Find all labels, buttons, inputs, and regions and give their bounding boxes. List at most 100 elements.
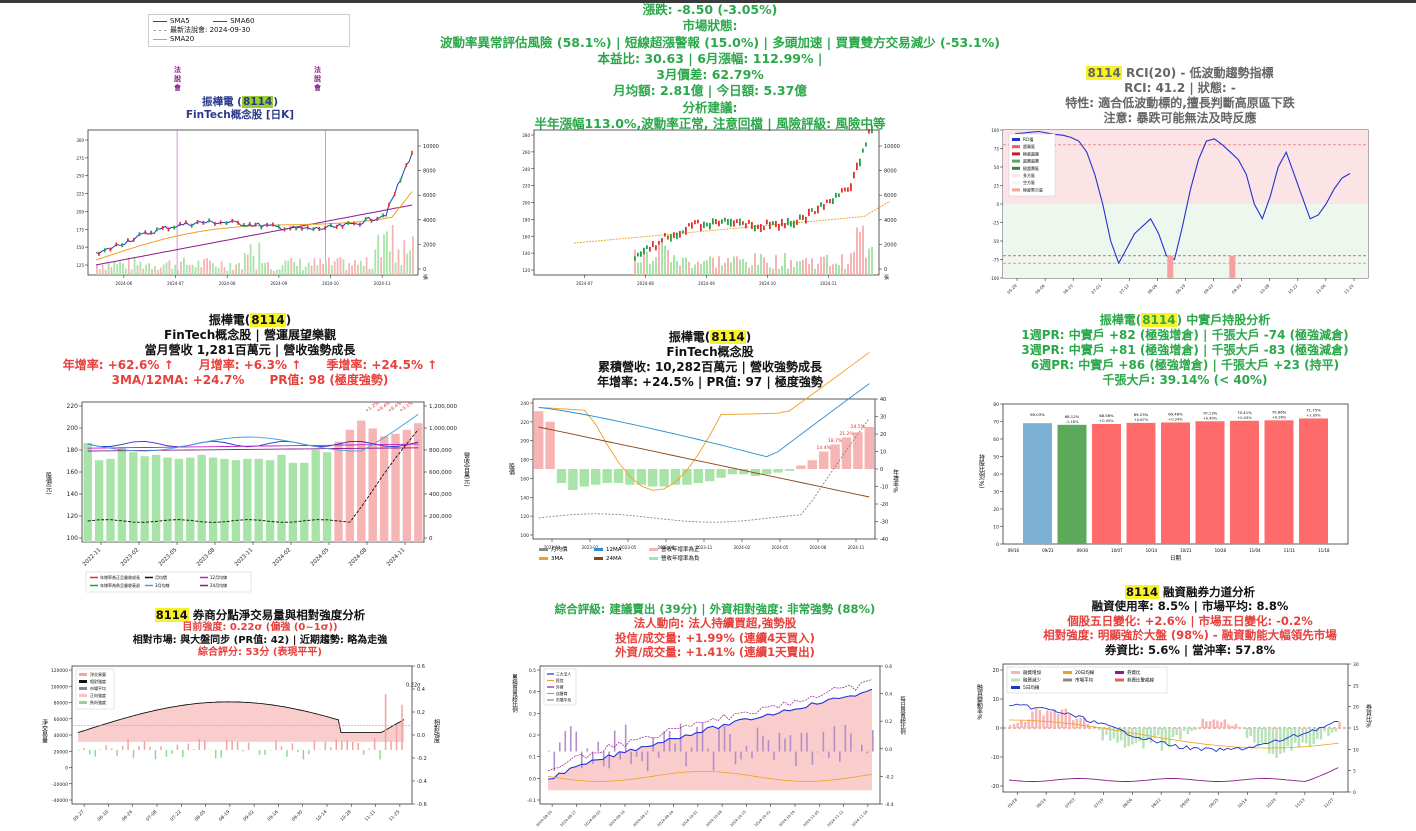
margin-change-bar	[1208, 721, 1212, 728]
price2-volume-bar	[817, 263, 819, 275]
margin-change-bar	[1264, 728, 1267, 745]
broker-volume-bar	[143, 741, 146, 750]
price2-candle	[640, 251, 642, 257]
margin-xtick-label: 07/03	[1064, 797, 1076, 809]
price2-ytick-label: 260	[522, 150, 530, 155]
price2-volume-bar	[787, 268, 789, 275]
rev-bar	[379, 436, 389, 542]
broker-volume-bar	[149, 746, 151, 750]
rci-code: 8114	[1086, 66, 1122, 80]
cum-r-ytick-r-label: -30	[880, 520, 888, 526]
cum-24ma-line	[538, 426, 870, 498]
cum-yoy-bar	[602, 469, 612, 483]
broker-xtick-label: 11-25	[388, 809, 402, 823]
price-volume-bar	[119, 261, 121, 275]
hold-xtick-label: 10/28	[1215, 548, 1227, 553]
rci-legend-label: RCI值	[1023, 136, 1034, 142]
price2-candle	[835, 192, 837, 198]
broker-volume-bar	[319, 749, 321, 750]
broker-volume-bar	[94, 749, 96, 757]
price2-candle	[868, 128, 870, 134]
inst-daily-bar	[811, 751, 814, 765]
broker-volume-bar	[160, 746, 162, 750]
price2-candle	[712, 218, 714, 225]
rev-bar	[402, 429, 412, 542]
rci-xtick-label: 05-28	[1006, 283, 1018, 295]
price2-volume-bar	[763, 257, 765, 275]
cum-legend-label: 營收年增率為正	[661, 545, 700, 553]
broker-code: 8114	[154, 608, 189, 622]
hold-bar-sublabel: +0.45%	[1099, 419, 1114, 423]
margin-title-post: 融資融券力道分析	[1159, 585, 1256, 599]
price-volume-bar	[403, 240, 406, 275]
hold-ytick-label: 10	[993, 525, 999, 531]
price2-candle	[865, 142, 867, 147]
price-candle	[272, 222, 274, 227]
margin-ylabel-left: 融資變動率%	[976, 683, 983, 720]
price-candle	[231, 218, 234, 223]
broker-xtick-label: 05-27	[72, 809, 86, 823]
margin-change-bar	[1038, 709, 1042, 728]
cum-yoy-bar	[693, 469, 703, 483]
price2-volume-bar	[640, 262, 642, 275]
price-candle	[173, 225, 176, 230]
price2-volume-bar	[871, 246, 873, 275]
price2-volume-bar	[667, 250, 669, 275]
margin-change-bar	[1142, 728, 1145, 749]
price-candle	[144, 230, 147, 235]
margin-ytick-label: -10	[991, 755, 999, 761]
price-volume-bar	[101, 264, 104, 275]
broker-volume-bar	[373, 738, 376, 750]
price-volume-bar	[368, 268, 371, 275]
price-ytick-label: 200	[76, 209, 84, 214]
margin-change-bar	[1027, 719, 1030, 728]
price-candle	[132, 237, 135, 242]
cum-yoy-bar	[648, 469, 658, 487]
price2-candle	[802, 214, 804, 220]
price-volume-bar	[400, 265, 403, 275]
rev-xtick-label: 2023-11	[234, 547, 254, 567]
price-volume-bar	[412, 236, 414, 275]
price2-candle	[745, 223, 747, 229]
inst-daily-bar	[866, 751, 869, 754]
price2-volume-bar	[661, 237, 663, 275]
price-volume-bar	[197, 260, 200, 275]
broker-current-label: 0.22σ	[406, 683, 421, 689]
price-candle	[225, 221, 228, 226]
margin-legend-label: 20日均線	[1075, 669, 1095, 676]
cum-xtick-label: 2023-11	[696, 545, 713, 550]
price-ytick-label: 275	[76, 156, 84, 161]
broker-legend-label: 市場平均	[90, 685, 106, 691]
inst-xtick-label: 2024-11-12	[827, 810, 845, 828]
price-title-code: 8114	[241, 96, 274, 108]
price2-xtick-label: 2024-11	[820, 281, 837, 286]
price2-volume-bar	[748, 267, 750, 275]
rev-bar	[117, 446, 127, 542]
price2-candle	[748, 219, 750, 224]
price-volume-bar	[246, 254, 249, 275]
margin-change-bar	[1020, 720, 1023, 728]
price-volume-bar	[304, 266, 307, 275]
rev-bar	[265, 460, 275, 542]
revenue-chart: 100 120 140 160 180 200 220 0 200,000 400,000 600,…	[45, 400, 470, 593]
hold-bar-label: 70.13%	[1203, 410, 1218, 415]
rev-bar	[151, 454, 161, 542]
price2-candle	[760, 224, 762, 232]
broker-volume-bar	[127, 739, 129, 750]
rev-r-ytick-r-label: 400,000	[429, 492, 452, 498]
rev-bar	[106, 458, 115, 542]
price-volume-bar	[307, 262, 310, 275]
margin-legend-swatch	[1063, 678, 1072, 682]
holders-title-post: ) 中實戶持股分析	[1176, 313, 1271, 327]
hold-bar	[1161, 422, 1190, 544]
cum-yoy-bar	[636, 469, 646, 485]
inst-daily-bar	[751, 751, 753, 759]
inst-r-ytick-r-label: -0.2	[885, 774, 894, 780]
rev-xtick-label: 2024-02	[272, 547, 292, 567]
margin-change-bar	[1205, 721, 1208, 728]
inst-daily-bar	[668, 731, 671, 752]
cum-legend-swatch	[649, 548, 658, 551]
rev-bar	[208, 457, 218, 542]
inst-daily-bar	[872, 730, 874, 752]
price-volume-bar	[125, 268, 127, 275]
